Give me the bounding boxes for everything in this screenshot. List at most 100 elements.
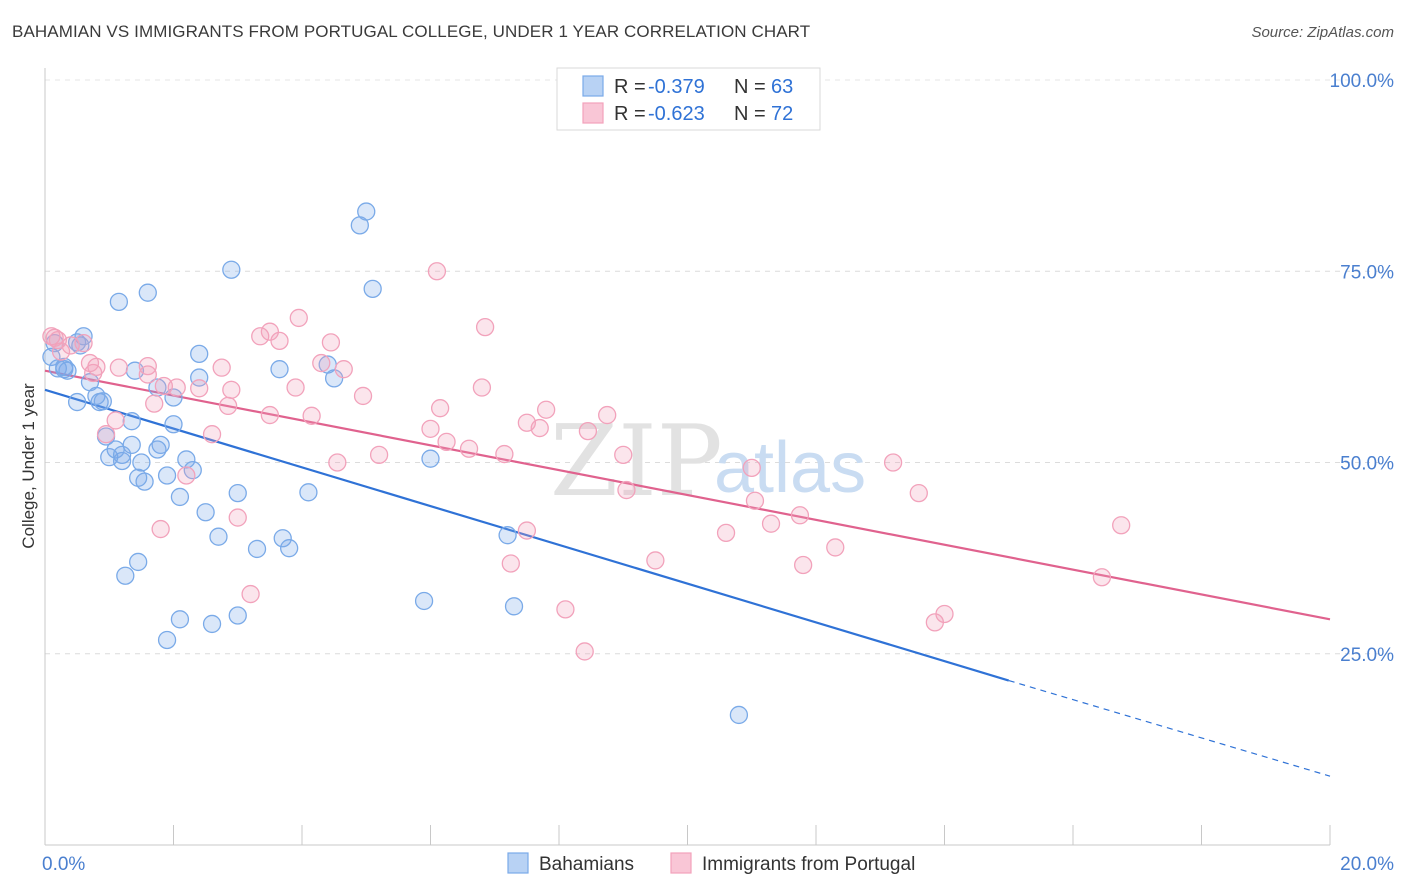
data-point-bahamians [67, 392, 87, 412]
data-point-portugal [312, 353, 331, 373]
data-point-portugal [430, 399, 450, 418]
data-point-bahamians [357, 202, 376, 221]
data-point-bahamians [177, 450, 196, 469]
data-point-portugal [151, 519, 170, 539]
data-points [42, 202, 1131, 725]
data-point-bahamians [157, 466, 177, 485]
data-point-portugal [96, 425, 116, 444]
series-legend-swatch-portugal [670, 852, 692, 874]
data-point-bahamians [164, 415, 183, 434]
data-point-portugal [935, 604, 954, 624]
data-point-portugal [495, 444, 514, 464]
data-point-portugal [321, 333, 341, 352]
data-point-portugal [218, 396, 238, 416]
trend-line-extension [1008, 679, 1331, 777]
data-point-bahamians [228, 606, 247, 625]
data-point-portugal [530, 418, 549, 438]
data-point-portugal [437, 432, 456, 451]
axes [44, 68, 1331, 846]
data-point-bahamians [504, 597, 524, 616]
data-point-portugal [826, 538, 845, 557]
data-point-portugal [289, 308, 308, 328]
data-point-bahamians [228, 483, 247, 503]
legend-r-value-2: -0.623 [648, 103, 705, 125]
data-point-bahamians [109, 292, 129, 312]
data-point-portugal [421, 419, 440, 438]
data-point-portugal [617, 480, 636, 500]
data-point-portugal [286, 378, 305, 397]
data-point-bahamians [42, 347, 61, 367]
data-point-portugal [556, 600, 575, 619]
series-legend-label-portugal: Immigrants from Portugal [702, 854, 915, 875]
data-point-bahamians [202, 614, 222, 634]
data-point-portugal [614, 445, 633, 465]
data-point-portugal [646, 551, 665, 570]
trend-lines [44, 369, 1331, 777]
watermark-atlas: atlas [714, 428, 866, 508]
data-point-bahamians [421, 449, 440, 468]
data-point-bahamians [93, 392, 112, 411]
data-point-bahamians [170, 487, 190, 507]
data-point-portugal [475, 317, 495, 337]
data-point-portugal [74, 334, 93, 353]
data-point-bahamians [71, 336, 90, 355]
data-point-portugal [251, 327, 270, 346]
svg-text:R = -0.623 N =: R = -0.623 N = 72 [614, 103, 793, 125]
data-point-bahamians [157, 630, 177, 650]
data-point-bahamians [122, 435, 141, 455]
y-tick-labels: 25.0% 50.0% 75.0% 100.0% [1330, 71, 1395, 666]
data-point-portugal [202, 425, 222, 444]
data-point-portugal [222, 380, 241, 399]
data-point-bahamians [116, 566, 135, 585]
series-legend-swatch-bahamians [507, 852, 529, 874]
legend-n-value-2: 72 [771, 103, 793, 125]
data-point-portugal [328, 453, 347, 472]
x-tick-label-max: 20.0% [1340, 854, 1394, 875]
data-point-portugal [212, 358, 231, 377]
trend-line-bahamians [44, 388, 1010, 682]
y-tick-label: 25.0% [1340, 645, 1394, 666]
x-tick-label-min: 0.0% [42, 854, 85, 875]
data-point-bahamians [190, 368, 209, 387]
watermark-zip: ZIP [550, 405, 723, 519]
legend-r-value-1: -0.379 [648, 76, 705, 98]
data-point-bahamians [729, 705, 749, 725]
legend-n-label-2: N = [734, 103, 771, 125]
data-point-portugal [883, 453, 903, 472]
data-point-portugal [794, 555, 813, 575]
legend-n-label-1: N = [734, 76, 771, 98]
data-point-bahamians [209, 527, 228, 546]
data-point-portugal [575, 642, 594, 661]
data-point-portugal [1092, 568, 1112, 587]
data-point-portugal [1112, 516, 1131, 535]
data-point-portugal [87, 357, 106, 377]
data-point-portugal [459, 439, 479, 458]
data-point-portugal [167, 378, 186, 397]
data-point-bahamians [112, 445, 132, 465]
data-point-bahamians [270, 360, 289, 379]
data-point-bahamians [129, 468, 148, 487]
data-point-bahamians [279, 539, 299, 558]
data-point-bahamians [148, 440, 167, 459]
data-point-portugal [270, 331, 289, 351]
data-point-portugal [106, 411, 125, 430]
data-point-bahamians [299, 483, 318, 502]
data-point-portugal [353, 386, 373, 406]
data-point-bahamians [324, 369, 344, 388]
data-point-bahamians [170, 610, 190, 629]
data-point-portugal [790, 506, 810, 525]
data-point-bahamians [196, 503, 215, 522]
data-point-portugal [302, 406, 321, 425]
y-tick-label: 75.0% [1340, 262, 1394, 283]
data-point-portugal [909, 483, 928, 503]
data-point-portugal [427, 262, 447, 281]
data-point-portugal [334, 360, 353, 379]
svg-text:R = -0.379 N =: R = -0.379 N = 63 [614, 76, 793, 98]
data-point-portugal [761, 514, 781, 533]
data-point-portugal [745, 491, 765, 510]
data-point-portugal [537, 400, 556, 419]
data-point-portugal [109, 358, 129, 377]
data-point-bahamians [122, 412, 141, 431]
data-point-portugal [177, 466, 196, 485]
trend-line-portugal [44, 369, 1331, 621]
